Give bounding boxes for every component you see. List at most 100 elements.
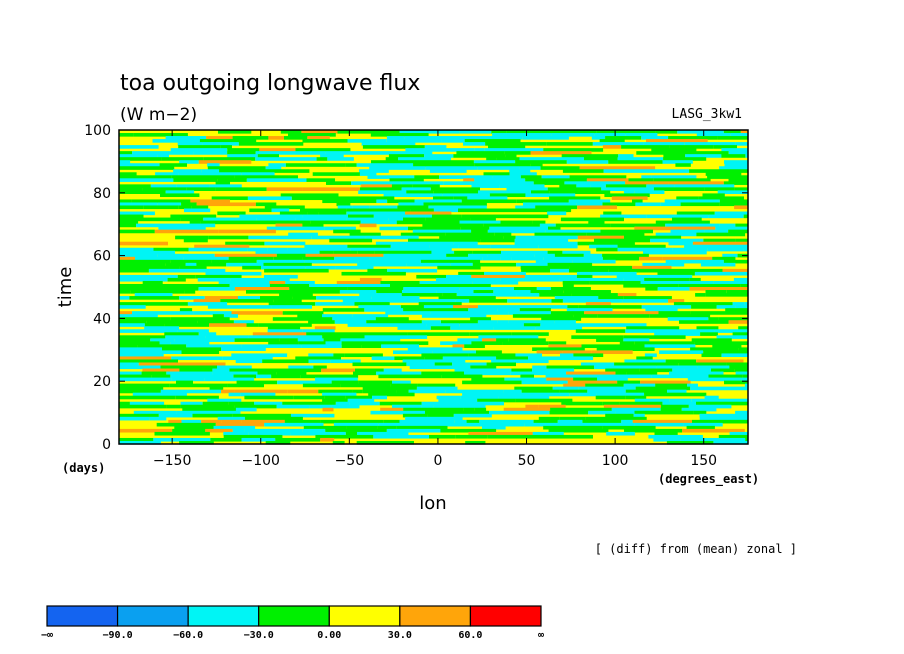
field-cell bbox=[196, 202, 256, 207]
field-cell bbox=[567, 380, 618, 385]
field-cell bbox=[333, 250, 358, 255]
field-cell bbox=[119, 371, 142, 376]
field-cell bbox=[324, 395, 346, 400]
field-cell bbox=[624, 235, 682, 240]
field-cell bbox=[377, 425, 397, 430]
field-cell bbox=[416, 274, 446, 279]
field-cell bbox=[209, 184, 242, 188]
field-cell bbox=[172, 428, 206, 433]
field-cell bbox=[322, 314, 353, 318]
field-cell bbox=[704, 187, 735, 191]
field-cell bbox=[617, 157, 663, 161]
field-cell bbox=[461, 214, 508, 219]
field-cell bbox=[325, 151, 390, 155]
field-cell bbox=[491, 130, 507, 134]
field-cell bbox=[624, 428, 683, 433]
field-cell bbox=[469, 299, 508, 303]
field-cell bbox=[745, 154, 748, 158]
field-cell bbox=[337, 130, 355, 134]
field-cell bbox=[326, 181, 352, 185]
field-cell bbox=[197, 277, 231, 282]
field-cell bbox=[724, 163, 748, 167]
field-cell bbox=[119, 172, 137, 176]
field-cell bbox=[157, 202, 182, 207]
field-cell bbox=[436, 277, 501, 282]
field-cell bbox=[468, 308, 498, 312]
field-cell bbox=[319, 250, 334, 255]
field-cell bbox=[540, 166, 580, 170]
field-cell bbox=[591, 136, 606, 140]
field-cell bbox=[600, 229, 653, 234]
field-cell bbox=[227, 151, 256, 155]
field-cell bbox=[520, 175, 542, 179]
field-cell bbox=[605, 368, 640, 373]
field-cell bbox=[577, 205, 617, 210]
field-cell bbox=[179, 440, 214, 445]
field-cell bbox=[584, 311, 645, 315]
field-cell bbox=[282, 401, 336, 406]
chart-title: toa outgoing longwave flux bbox=[120, 71, 420, 96]
field-cell bbox=[684, 142, 736, 146]
field-cell bbox=[480, 238, 515, 243]
field-cell bbox=[625, 395, 647, 400]
field-cell bbox=[207, 163, 220, 167]
field-cell bbox=[235, 359, 263, 364]
colorbar-swatch bbox=[46, 605, 119, 627]
field-cell bbox=[119, 317, 171, 321]
field-cell bbox=[385, 311, 431, 315]
field-cell bbox=[241, 344, 302, 348]
field-cell bbox=[339, 290, 377, 294]
field-cell bbox=[184, 290, 196, 294]
field-cell bbox=[634, 398, 670, 403]
field-cell bbox=[119, 211, 155, 216]
field-cell bbox=[576, 274, 593, 279]
colorbar-swatch bbox=[116, 605, 189, 627]
field-cell bbox=[471, 184, 500, 188]
x-tick-label: −150 bbox=[153, 453, 191, 469]
field-cell bbox=[164, 323, 210, 327]
field-cell bbox=[221, 389, 235, 394]
field-cell bbox=[119, 151, 133, 155]
field-cell bbox=[424, 145, 447, 149]
field-cell bbox=[600, 166, 656, 170]
field-cell bbox=[405, 416, 463, 421]
field-cell bbox=[497, 320, 509, 324]
field-cell bbox=[119, 199, 132, 204]
field-cell bbox=[596, 338, 624, 342]
field-cell bbox=[234, 175, 298, 179]
field-cell bbox=[696, 232, 746, 237]
field-cell bbox=[666, 440, 714, 445]
field-cell bbox=[364, 335, 428, 339]
field-cell bbox=[507, 299, 552, 303]
field-cell bbox=[421, 371, 464, 376]
field-cell bbox=[153, 247, 189, 252]
field-cell bbox=[665, 359, 697, 364]
field-cell bbox=[290, 413, 335, 418]
field-cell bbox=[288, 365, 314, 370]
field-cell bbox=[552, 386, 579, 391]
field-cell bbox=[471, 274, 525, 279]
field-cell bbox=[489, 410, 550, 415]
field-cell bbox=[534, 232, 587, 237]
field-cell bbox=[615, 371, 627, 376]
field-cell bbox=[284, 136, 308, 140]
plot-frame bbox=[118, 129, 749, 445]
field-cell bbox=[383, 193, 443, 198]
field-cell bbox=[119, 178, 174, 182]
field-cell bbox=[157, 253, 215, 258]
field-cell bbox=[144, 323, 165, 327]
field-cell bbox=[639, 256, 663, 261]
field-cell bbox=[704, 395, 719, 400]
field-cell bbox=[663, 256, 713, 261]
field-cell bbox=[252, 332, 307, 336]
field-cell bbox=[492, 175, 521, 179]
field-cell bbox=[603, 404, 661, 409]
field-cell bbox=[676, 196, 699, 201]
field-cell bbox=[179, 296, 205, 300]
field-cell bbox=[471, 229, 488, 234]
field-cell bbox=[728, 178, 748, 182]
field-cell bbox=[453, 305, 478, 309]
field-cell bbox=[230, 277, 290, 282]
field-cell bbox=[580, 362, 615, 367]
field-cell bbox=[177, 329, 195, 333]
